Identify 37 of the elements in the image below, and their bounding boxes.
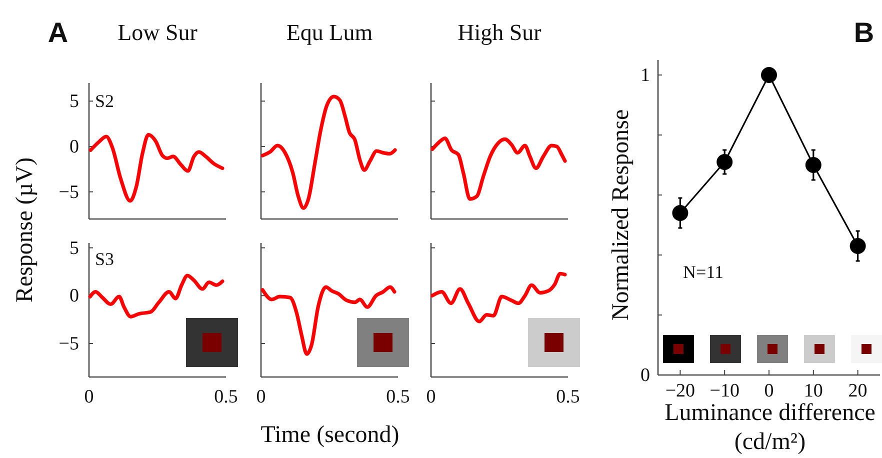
x-tick-label: 10 (804, 380, 823, 402)
x-tick-label: 0.5 (214, 386, 238, 408)
y-tick-label: 0 (70, 136, 79, 158)
text: A (48, 17, 68, 48)
x-axis-title: Luminance difference (cd/m²) (664, 400, 876, 455)
x-tick-label: 0.5 (386, 386, 410, 408)
y-axis-title: Normalized Response (608, 109, 634, 321)
y-tick-label: 1 (640, 65, 650, 86)
text: B (854, 17, 874, 48)
y-tick-label: 0 (70, 286, 79, 307)
chart-title: High Sur (458, 20, 542, 45)
x-axis-title: Time (second) (260, 422, 400, 448)
annotation: N=11 (683, 262, 724, 282)
line-series (88, 274, 224, 318)
y-tick-label: −5 (58, 182, 79, 203)
line-series (88, 132, 224, 203)
chart-title: Equ Lum (286, 20, 373, 45)
y-tick-label: 5 (70, 238, 79, 259)
x-tick-label: 0.5 (556, 386, 580, 408)
x-tick-label: 0 (256, 386, 266, 408)
x-tick-label: −20 (665, 380, 696, 402)
x-tick-label: 0 (84, 386, 94, 408)
annotation: S2 (95, 91, 114, 111)
y-tick-label: 5 (70, 91, 79, 112)
x-tick-label: −10 (710, 380, 740, 402)
point (761, 67, 777, 83)
point (672, 205, 688, 221)
x-tick-label: 0 (426, 386, 436, 408)
annotation: S3 (95, 249, 114, 269)
y-tick-label: −5 (58, 334, 79, 355)
y-axis-title: Response (µV) (12, 157, 38, 303)
point (850, 238, 866, 254)
x-tick-label: 0 (764, 380, 774, 402)
chart-title: Low Sur (118, 20, 198, 45)
point (805, 157, 822, 173)
x-tick-label: 20 (848, 380, 868, 402)
point (716, 154, 733, 170)
